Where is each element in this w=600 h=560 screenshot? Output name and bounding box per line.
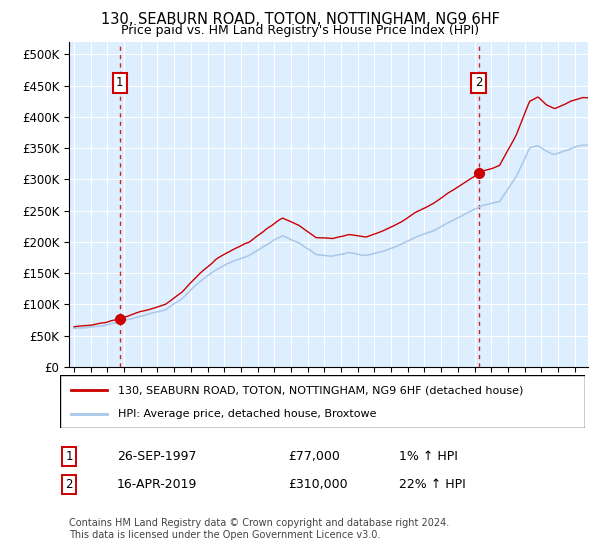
Text: 1: 1 (65, 450, 73, 463)
FancyBboxPatch shape (60, 375, 585, 428)
Text: 1% ↑ HPI: 1% ↑ HPI (399, 450, 458, 463)
Text: £77,000: £77,000 (288, 450, 340, 463)
Text: 22% ↑ HPI: 22% ↑ HPI (399, 478, 466, 491)
Text: HPI: Average price, detached house, Broxtowe: HPI: Average price, detached house, Brox… (118, 408, 376, 418)
Text: Contains HM Land Registry data © Crown copyright and database right 2024.
This d: Contains HM Land Registry data © Crown c… (69, 518, 449, 540)
Text: £310,000: £310,000 (288, 478, 347, 491)
Text: Price paid vs. HM Land Registry's House Price Index (HPI): Price paid vs. HM Land Registry's House … (121, 24, 479, 36)
Text: 16-APR-2019: 16-APR-2019 (117, 478, 197, 491)
Text: 2: 2 (475, 76, 482, 89)
Text: 130, SEABURN ROAD, TOTON, NOTTINGHAM, NG9 6HF: 130, SEABURN ROAD, TOTON, NOTTINGHAM, NG… (101, 12, 499, 27)
Text: 130, SEABURN ROAD, TOTON, NOTTINGHAM, NG9 6HF (detached house): 130, SEABURN ROAD, TOTON, NOTTINGHAM, NG… (118, 385, 523, 395)
Text: 26-SEP-1997: 26-SEP-1997 (117, 450, 197, 463)
Text: 1: 1 (116, 76, 124, 89)
Text: 2: 2 (65, 478, 73, 491)
